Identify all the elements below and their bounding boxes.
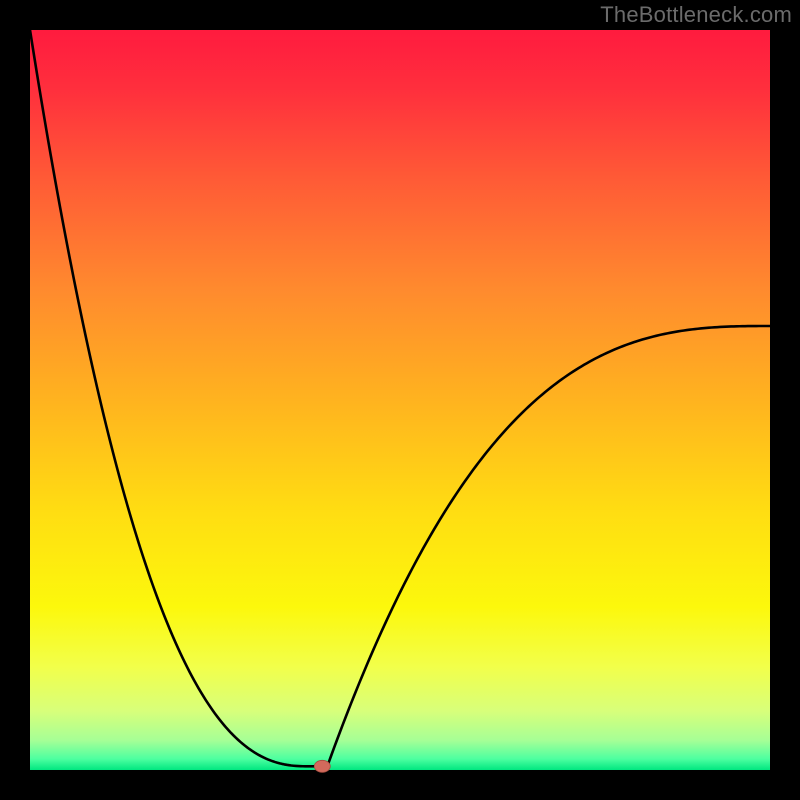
chart-svg [0, 0, 800, 800]
heatmap-background [30, 30, 770, 770]
watermark-text: TheBottleneck.com [600, 2, 792, 28]
optimal-point-marker [314, 760, 330, 772]
bottleneck-chart: TheBottleneck.com [0, 0, 800, 800]
